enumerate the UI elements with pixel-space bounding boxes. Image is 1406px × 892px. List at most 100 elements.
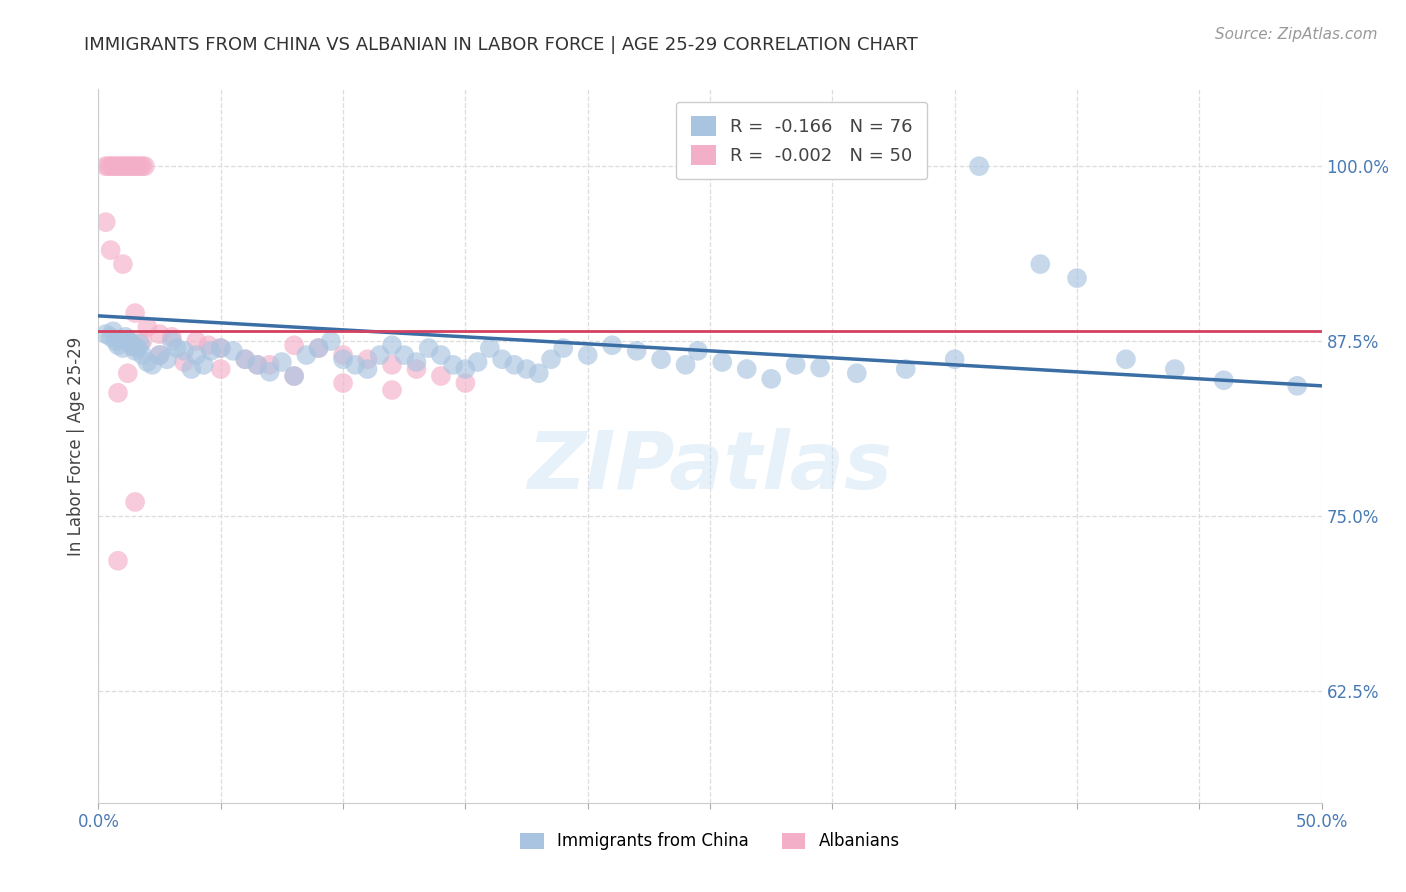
Point	[124, 495, 146, 509]
Point	[675, 358, 697, 372]
Point	[1115, 352, 1137, 367]
Point	[100, 330, 122, 344]
Point	[735, 362, 758, 376]
Point	[686, 343, 709, 358]
Point	[1212, 373, 1234, 387]
Point	[131, 159, 153, 173]
Point	[180, 362, 202, 376]
Point	[141, 358, 163, 372]
Point	[650, 352, 672, 367]
Point	[129, 336, 152, 351]
Point	[785, 358, 807, 372]
Point	[127, 159, 149, 173]
Point	[430, 369, 453, 384]
Point	[160, 330, 183, 344]
Y-axis label: In Labor Force | Age 25-29: In Labor Force | Age 25-29	[66, 336, 84, 556]
Point	[943, 352, 966, 367]
Point	[356, 362, 378, 376]
Point	[104, 159, 127, 173]
Point	[94, 159, 117, 173]
Point	[1286, 379, 1309, 393]
Point	[110, 159, 132, 173]
Point	[136, 355, 159, 369]
Point	[94, 327, 117, 342]
Point	[101, 324, 124, 338]
Point	[259, 358, 281, 372]
Point	[1164, 362, 1187, 376]
Point	[104, 334, 127, 348]
Point	[97, 159, 120, 173]
Point	[166, 341, 188, 355]
Point	[478, 341, 501, 355]
Point	[332, 348, 354, 362]
Point	[1029, 257, 1052, 271]
Point	[515, 362, 537, 376]
Point	[120, 159, 142, 173]
Text: Source: ZipAtlas.com: Source: ZipAtlas.com	[1215, 27, 1378, 42]
Point	[308, 341, 330, 355]
Point	[156, 352, 179, 367]
Point	[149, 327, 172, 342]
Point	[808, 360, 831, 375]
Point	[441, 358, 464, 372]
Point	[430, 348, 453, 362]
Point	[107, 385, 129, 400]
Point	[117, 159, 139, 173]
Point	[110, 333, 132, 347]
Point	[283, 338, 305, 352]
Point	[454, 376, 477, 390]
Point	[626, 343, 648, 358]
Point	[491, 352, 513, 367]
Point	[259, 365, 281, 379]
Point	[332, 376, 354, 390]
Point	[129, 159, 152, 173]
Point	[405, 355, 427, 369]
Point	[222, 343, 245, 358]
Point	[100, 243, 122, 257]
Point	[761, 372, 783, 386]
Point	[283, 369, 305, 384]
Point	[124, 343, 146, 358]
Point	[319, 334, 342, 348]
Point	[344, 358, 367, 372]
Point	[94, 215, 117, 229]
Point	[845, 366, 868, 380]
Point	[368, 348, 391, 362]
Point	[356, 352, 378, 367]
Point	[576, 348, 599, 362]
Point	[246, 358, 269, 372]
Point	[894, 362, 917, 376]
Point	[124, 159, 146, 173]
Point	[186, 334, 208, 348]
Point	[131, 348, 153, 362]
Point	[114, 330, 136, 344]
Point	[149, 348, 172, 362]
Point	[295, 348, 318, 362]
Point	[134, 159, 156, 173]
Point	[405, 362, 427, 376]
Point	[381, 338, 404, 352]
Point	[600, 338, 623, 352]
Point	[209, 341, 232, 355]
Point	[527, 366, 550, 380]
Point	[381, 358, 404, 372]
Point	[117, 366, 139, 380]
Point	[111, 341, 134, 355]
Point	[308, 341, 330, 355]
Point	[233, 352, 256, 367]
Text: ZIPatlas: ZIPatlas	[527, 428, 893, 507]
Text: IMMIGRANTS FROM CHINA VS ALBANIAN IN LABOR FORCE | AGE 25-29 CORRELATION CHART: IMMIGRANTS FROM CHINA VS ALBANIAN IN LAB…	[84, 36, 918, 54]
Point	[246, 358, 269, 372]
Point	[418, 341, 440, 355]
Legend: Immigrants from China, Albanians: Immigrants from China, Albanians	[512, 824, 908, 859]
Point	[209, 341, 232, 355]
Point	[200, 343, 222, 358]
Point	[381, 383, 404, 397]
Point	[100, 159, 122, 173]
Point	[107, 159, 129, 173]
Point	[967, 159, 990, 173]
Point	[101, 159, 124, 173]
Point	[392, 348, 416, 362]
Point	[454, 362, 477, 376]
Point	[193, 358, 215, 372]
